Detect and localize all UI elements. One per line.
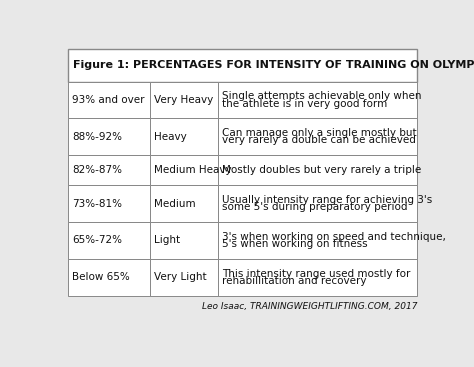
Text: Leo Isaac, TRAININGWEIGHTLIFTING.COM, 2017: Leo Isaac, TRAININGWEIGHTLIFTING.COM, 20… (202, 302, 418, 311)
FancyBboxPatch shape (219, 119, 418, 155)
Text: Can manage only a single mostly but: Can manage only a single mostly but (222, 128, 417, 138)
Text: 82%-87%: 82%-87% (72, 165, 122, 175)
Text: Mostly doubles but very rarely a triple: Mostly doubles but very rarely a triple (222, 165, 421, 175)
Text: Single attempts achievable only when: Single attempts achievable only when (222, 91, 422, 101)
FancyBboxPatch shape (68, 49, 418, 81)
Text: Usually intensity range for achieving 3's: Usually intensity range for achieving 3'… (222, 195, 432, 205)
Text: Medium: Medium (154, 199, 196, 208)
Text: very rarely a double can be achieved: very rarely a double can be achieved (222, 135, 416, 145)
Text: 73%-81%: 73%-81% (72, 199, 122, 208)
Text: 88%-92%: 88%-92% (72, 132, 122, 142)
Text: Very Heavy: Very Heavy (154, 95, 213, 105)
Text: the athlete is in very good form: the athlete is in very good form (222, 99, 387, 109)
FancyBboxPatch shape (150, 185, 219, 222)
Text: Medium Heavy: Medium Heavy (154, 165, 232, 175)
Text: some 5's during preparatory period: some 5's during preparatory period (222, 202, 408, 212)
FancyBboxPatch shape (150, 81, 219, 119)
Text: 5's when working on fitness: 5's when working on fitness (222, 239, 368, 249)
FancyBboxPatch shape (150, 259, 219, 295)
Text: Light: Light (154, 235, 180, 246)
FancyBboxPatch shape (219, 222, 418, 259)
Text: This intensity range used mostly for: This intensity range used mostly for (222, 269, 410, 279)
FancyBboxPatch shape (68, 119, 150, 155)
FancyBboxPatch shape (68, 185, 150, 222)
FancyBboxPatch shape (150, 222, 219, 259)
FancyBboxPatch shape (219, 259, 418, 295)
FancyBboxPatch shape (219, 81, 418, 119)
Text: 65%-72%: 65%-72% (72, 235, 122, 246)
Text: rehabillitation and recovery: rehabillitation and recovery (222, 276, 367, 286)
FancyBboxPatch shape (150, 155, 219, 185)
Text: Heavy: Heavy (154, 132, 187, 142)
Text: Below 65%: Below 65% (72, 272, 130, 282)
FancyBboxPatch shape (68, 222, 150, 259)
FancyBboxPatch shape (68, 155, 150, 185)
Text: Figure 1: PERCENTAGES FOR INTENSITY OF TRAINING ON OLYMPIC LIFTS: Figure 1: PERCENTAGES FOR INTENSITY OF T… (73, 61, 474, 70)
Text: Very Light: Very Light (154, 272, 207, 282)
FancyBboxPatch shape (219, 185, 418, 222)
FancyBboxPatch shape (219, 155, 418, 185)
Text: 93% and over: 93% and over (72, 95, 145, 105)
FancyBboxPatch shape (68, 259, 150, 295)
Text: 3's when working on speed and technique,: 3's when working on speed and technique, (222, 232, 446, 242)
FancyBboxPatch shape (68, 81, 150, 119)
FancyBboxPatch shape (150, 119, 219, 155)
